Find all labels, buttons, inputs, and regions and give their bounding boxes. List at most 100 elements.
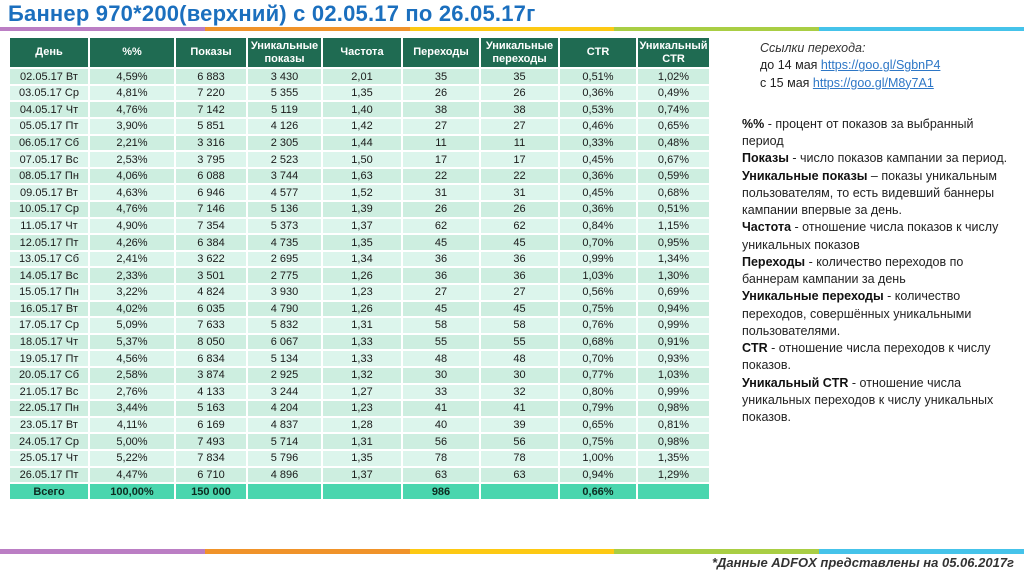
table-cell: 1,02%	[636, 67, 711, 86]
table-cell: 39	[479, 415, 560, 435]
table-cell: 4,76%	[88, 200, 176, 219]
table-row: 07.05.17 Вс 2,53% 3 795 2 523 1,50 17 17 0,45% 0…	[8, 150, 711, 169]
table-cell: 0,91%	[636, 332, 711, 352]
table-cell: 6 067	[246, 332, 323, 352]
table-cell: 4,11%	[88, 415, 176, 435]
table-cell: 8 050	[174, 332, 248, 352]
table-cell: 11	[479, 133, 560, 153]
table-cell: 6 035	[174, 299, 248, 319]
table-cell: 07.05.17 Вс	[8, 150, 90, 169]
link-prefix: с 15 мая	[760, 75, 813, 90]
table-cell: 0,99%	[636, 316, 711, 335]
definition-item: Уникальные показы – показы уникальным по…	[742, 168, 1018, 220]
table-cell: 0,70%	[558, 233, 638, 252]
goo-gl-link[interactable]: https://goo.gl/SgbnP4	[820, 58, 941, 73]
stripe-segment	[819, 549, 1024, 554]
definition-text: - отношение числа переходов к числу пока…	[742, 341, 991, 373]
table-cell: 56	[479, 432, 560, 451]
table-cell: 2 925	[246, 365, 323, 385]
table-row: 18.05.17 Чт 5,37% 8 050 6 067 1,33 55 55 0,68% 0…	[8, 332, 711, 352]
definition-item: Показы - число показов кампании за перио…	[742, 150, 1018, 167]
definition-term: Показы	[742, 151, 789, 166]
definition-term: Уникальный CTR	[742, 375, 849, 390]
goo-gl-link[interactable]: https://goo.gl/M8y7A1	[812, 75, 934, 90]
table-cell: 0,93%	[636, 349, 711, 368]
table-cell: 63	[479, 465, 560, 485]
table-cell: 5 136	[246, 200, 323, 219]
table-cell: 1,28	[321, 415, 403, 435]
table-row: 13.05.17 Сб 2,41% 3 622 2 695 1,34 36 36 0,99% 1…	[8, 249, 711, 269]
table-cell: 0,49%	[636, 83, 711, 103]
table-cell: 19.05.17 Пт	[8, 349, 90, 368]
table-cell: 4 204	[246, 399, 323, 418]
table-cell: 0,36%	[558, 166, 638, 186]
table-cell: 45	[479, 233, 560, 252]
table-cell: 0,45%	[558, 150, 638, 169]
table-cell: 3 316	[174, 133, 248, 153]
definition-term: Уникальные показы	[742, 168, 868, 183]
table-cell: 0,79%	[558, 399, 638, 418]
table-cell: 3,22%	[88, 283, 176, 302]
table-cell: 0,45%	[558, 183, 638, 203]
table-cell: 1,35%	[636, 448, 711, 468]
table-cell: 0,69%	[636, 283, 711, 302]
table-cell: 63	[401, 465, 481, 485]
table-cell: 21.05.17 Вс	[8, 382, 90, 402]
total-cell: 986	[401, 482, 481, 502]
table-cell: 26	[479, 200, 560, 219]
column-header: Показы	[174, 35, 248, 70]
table-cell: 02.05.17 Вт	[8, 67, 90, 86]
table-cell: 0,81%	[636, 415, 711, 435]
table-cell: 26.05.17 Пт	[8, 465, 90, 485]
table-cell: 6 169	[174, 415, 248, 435]
table-cell: 7 633	[174, 316, 248, 335]
column-header: Уникальные переходы	[479, 35, 560, 70]
table-cell: 1,03%	[558, 266, 638, 285]
links-heading: Ссылки перехода:	[760, 41, 866, 55]
column-header: Частота	[321, 35, 403, 70]
table-cell: 33	[401, 382, 481, 402]
table-cell: 0,98%	[636, 399, 711, 418]
definition-term: Переходы	[742, 254, 806, 269]
table-cell: 25.05.17 Чт	[8, 448, 90, 468]
link-prefix: до 14 мая	[760, 58, 821, 73]
table-cell: 1,23	[321, 283, 403, 302]
table-cell: 4,76%	[88, 100, 176, 120]
table-cell: 48	[401, 349, 481, 368]
table-header-row: День%% Показы Уникальные показы Частота Пере…	[8, 35, 711, 70]
table-cell: 2 775	[246, 266, 323, 285]
table-cell: 11.05.17 Чт	[8, 216, 90, 236]
table-total-row: Всего 100,00% 150 000 986 0,66%	[8, 482, 711, 502]
links-list: до 14 мая https://goo.gl/SgbnP4 с 15 мая …	[760, 57, 1018, 92]
table-cell: 41	[479, 399, 560, 418]
table-cell: 62	[479, 216, 560, 236]
table-cell: 2,41%	[88, 249, 176, 269]
stripe-segment	[409, 549, 615, 554]
table-cell: 0,84%	[558, 216, 638, 236]
table-cell: 2 305	[246, 133, 323, 153]
table-cell: 0,94%	[636, 299, 711, 319]
table-cell: 35	[401, 67, 481, 86]
table-cell: 6 834	[174, 349, 248, 368]
total-cell: 150 000	[174, 482, 248, 502]
table-cell: 32	[479, 382, 560, 402]
table-cell: 38	[401, 100, 481, 120]
table-cell: 6 883	[174, 67, 248, 86]
total-cell	[636, 482, 711, 502]
table-cell: 4,26%	[88, 233, 176, 252]
table-cell: 3 874	[174, 365, 248, 385]
total-cell: Всего	[8, 482, 90, 502]
table-cell: 41	[401, 399, 481, 418]
table-cell: 11	[401, 133, 481, 153]
table-cell: 1,23	[321, 399, 403, 418]
table-cell: 1,33	[321, 349, 403, 368]
table-cell: 0,77%	[558, 365, 638, 385]
definition-text: - отношение числа показов к числу уникал…	[742, 220, 999, 252]
table-cell: 5 355	[246, 83, 323, 103]
table-row: 09.05.17 Вт 4,63% 6 946 4 577 1,52 31 31 0,45% 0…	[8, 183, 711, 203]
definition-text: – показы уникальным пользователям, то ес…	[742, 168, 997, 218]
table-cell: 38	[479, 100, 560, 120]
table-row: 20.05.17 Сб 2,58% 3 874 2 925 1,32 30 30 0,77% 1…	[8, 365, 711, 385]
total-cell	[246, 482, 323, 502]
